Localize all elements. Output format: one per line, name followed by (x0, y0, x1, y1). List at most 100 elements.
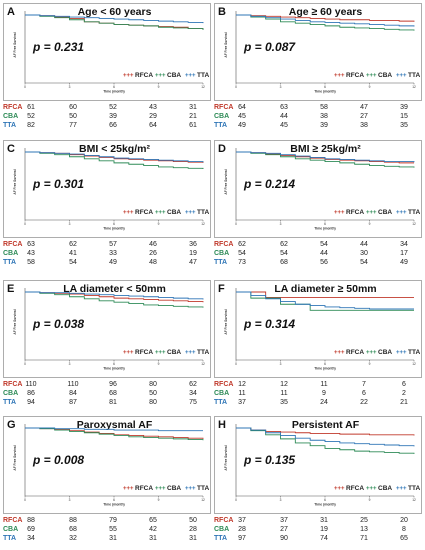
x-tick-label: 6 (113, 362, 115, 366)
panel-letter: F (218, 283, 225, 295)
panel-title: Age ≥ 60 years (289, 6, 363, 18)
x-tick-label: 0 (24, 222, 26, 226)
risk-table-cell: 43 (149, 104, 157, 111)
risk-table-group-cba: CBA (3, 390, 18, 397)
risk-table-cell: 8 (402, 526, 406, 533)
risk-table-cell: 64 (238, 104, 246, 111)
risk-table-group-tta: TTA (3, 259, 16, 266)
risk-table-cell: 24 (320, 399, 328, 406)
risk-table-cell: 6 (362, 390, 366, 397)
x-tick-label: 0 (235, 85, 237, 89)
legend-label-cba: CBA (378, 209, 392, 216)
km-curve-cba (236, 291, 414, 311)
risk-table-cell: 90 (280, 535, 288, 542)
risk-table-cell: 54 (238, 250, 246, 257)
legend-label-rfca: RFCA (346, 72, 364, 79)
risk-table-cell: 27 (360, 113, 368, 120)
panel-letter: C (7, 143, 15, 155)
km-curve-cba (236, 14, 415, 31)
x-tick-label: 6 (324, 85, 326, 89)
x-tick-label: 9 (369, 362, 371, 366)
x-tick-label: 3 (280, 222, 282, 226)
panel-title: BMI ≥ 25kg/m² (290, 143, 361, 155)
risk-table-cell: 61 (27, 104, 35, 111)
risk-table-cell: 38 (320, 113, 328, 120)
risk-table-cell: 36 (189, 241, 197, 248)
legend-marker-tta: +++ (185, 350, 196, 356)
risk-table-cell: 52 (109, 104, 117, 111)
x-tick-label: 3 (69, 222, 71, 226)
x-tick-label: 3 (280, 85, 282, 89)
risk-table-cell: 84 (69, 390, 77, 397)
risk-table-cell: 30 (360, 250, 368, 257)
risk-table-cell: 71 (360, 535, 368, 542)
legend-label-cba: CBA (167, 349, 181, 356)
risk-table-cell: 27 (280, 526, 288, 533)
risk-table-cell: 43 (27, 250, 35, 257)
risk-table-cell: 80 (149, 381, 157, 388)
x-tick-label: 6 (113, 498, 115, 502)
risk-table-cell: 31 (189, 104, 197, 111)
risk-table-cell: 68 (280, 259, 288, 266)
risk-table-cell: 22 (360, 399, 368, 406)
risk-table-cell: 52 (27, 113, 35, 120)
risk-table-cell: 80 (149, 399, 157, 406)
risk-table-cell: 28 (238, 526, 246, 533)
risk-table-cell: 58 (320, 104, 328, 111)
legend-marker-rfca: +++ (334, 73, 345, 79)
panel-title: Persistent AF (292, 419, 360, 431)
legend-marker-cba: +++ (366, 73, 377, 79)
risk-table-cell: 63 (280, 104, 288, 111)
risk-table-group-tta: TTA (3, 535, 16, 542)
risk-table-cell: 12 (280, 381, 288, 388)
risk-table-cell: 31 (149, 535, 157, 542)
x-axis-label: Time (month) (103, 503, 124, 507)
legend-label-tta: TTA (408, 485, 420, 492)
risk-table-cell: 58 (27, 259, 35, 266)
x-tick-label: 12 (201, 222, 205, 226)
km-panel-b: B Age ≥ 60 years AF Free Survival 0 3 6 9 12 Tim… (214, 3, 422, 101)
panel-frame (3, 3, 211, 101)
y-axis-label: AF Free Survival (224, 309, 228, 334)
risk-table-cell: 35 (280, 399, 288, 406)
legend-marker-cba: +++ (366, 350, 377, 356)
panel-letter: B (218, 6, 226, 18)
legend-marker-tta: +++ (185, 73, 196, 79)
legend-label-tta: TTA (197, 72, 209, 79)
risk-table-cell: 49 (109, 259, 117, 266)
risk-table-cell: 25 (360, 517, 368, 524)
x-tick-label: 6 (324, 498, 326, 502)
x-tick-label: 9 (369, 498, 371, 502)
panel-title: LA diameter ≥ 50mm (274, 283, 376, 295)
risk-table-cell: 57 (109, 241, 117, 248)
risk-table-cell: 50 (189, 517, 197, 524)
risk-table-group-cba: CBA (3, 113, 18, 120)
risk-table-cell: 42 (149, 526, 157, 533)
risk-table-cell: 94 (27, 399, 35, 406)
y-axis-label: AF Free Survival (224, 32, 228, 57)
x-tick-label: 0 (24, 362, 26, 366)
risk-table-cell: 19 (320, 526, 328, 533)
km-curve-cba (236, 427, 415, 454)
risk-table-cell: 48 (149, 259, 157, 266)
km-panel-c: C BMI < 25kg/m² AF Free Survival 0 3 6 9 12 Time… (3, 140, 211, 238)
risk-table-cell: 110 (25, 381, 36, 388)
risk-table-cell: 77 (69, 122, 77, 129)
risk-table-group-tta: TTA (3, 399, 16, 406)
km-curve-tta (25, 291, 204, 300)
risk-table-cell: 37 (280, 517, 288, 524)
legend-marker-rfca: +++ (334, 486, 345, 492)
risk-table-cell: 37 (238, 399, 246, 406)
panel-frame (214, 3, 422, 101)
x-tick-label: 3 (69, 85, 71, 89)
y-axis-label: AF Free Survival (13, 309, 17, 334)
x-tick-label: 12 (201, 498, 205, 502)
x-axis-label: Time (month) (314, 367, 335, 371)
risk-table-cell: 81 (109, 399, 117, 406)
risk-table-group-rfca: RFCA (3, 104, 22, 111)
p-value: p = 0.231 (32, 40, 84, 54)
risk-table-group-cba: CBA (214, 390, 229, 397)
legend-label-cba: CBA (167, 72, 181, 79)
risk-table-cell: 28 (189, 526, 197, 533)
km-curve-tta (236, 151, 415, 163)
